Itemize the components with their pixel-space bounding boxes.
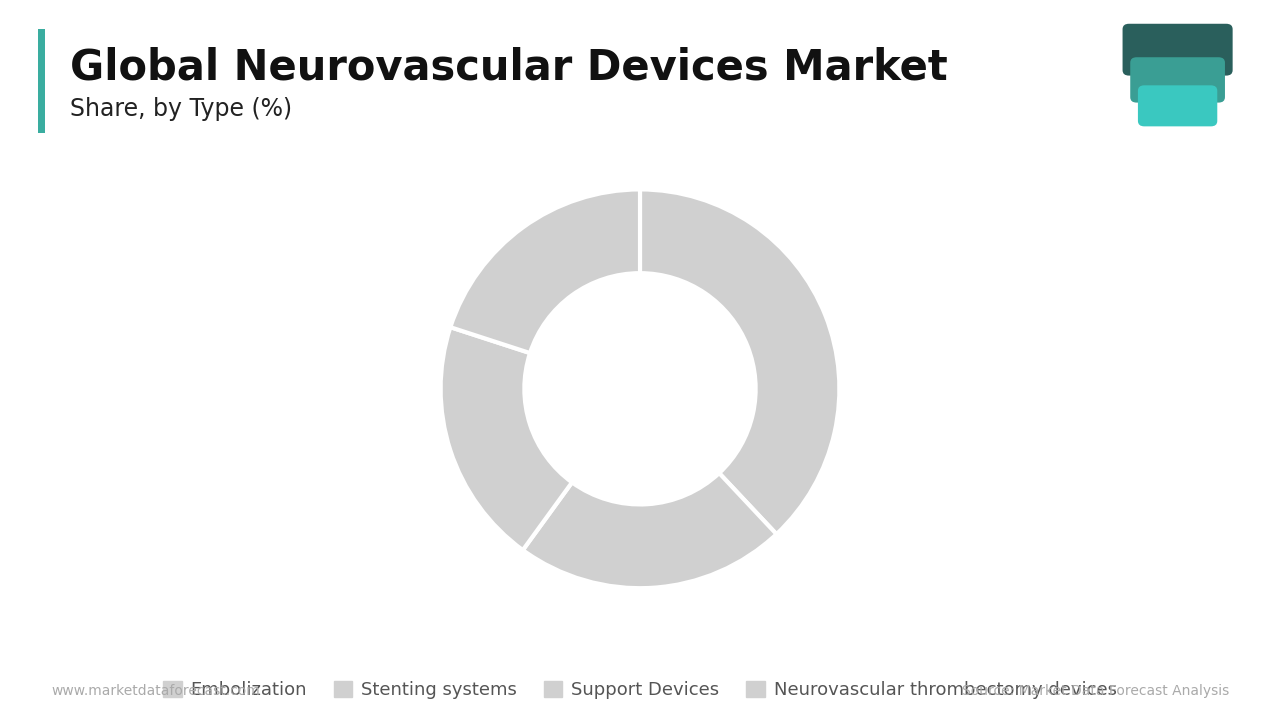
FancyBboxPatch shape [1138, 86, 1217, 127]
Wedge shape [440, 327, 572, 550]
Wedge shape [451, 189, 640, 353]
Text: Global Neurovascular Devices Market: Global Neurovascular Devices Market [70, 47, 948, 89]
Text: Share, by Type (%): Share, by Type (%) [70, 97, 293, 121]
Text: Source: Market Data Forecast Analysis: Source: Market Data Forecast Analysis [961, 685, 1229, 698]
Wedge shape [522, 473, 777, 588]
FancyBboxPatch shape [1123, 24, 1233, 76]
Wedge shape [640, 189, 840, 534]
Text: www.marketdataforecast.com: www.marketdataforecast.com [51, 685, 260, 698]
Legend: Embolization, Stenting systems, Support Devices, Neurovascular thrombectomy devi: Embolization, Stenting systems, Support … [156, 674, 1124, 706]
FancyBboxPatch shape [1130, 58, 1225, 102]
